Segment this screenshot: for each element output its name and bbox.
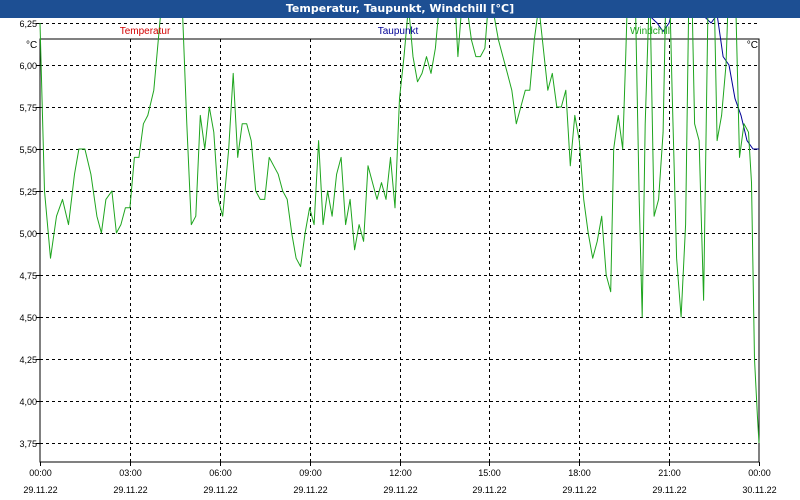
y-tick-label: 5,25: [19, 187, 37, 197]
x-tick-label-date: 29.11.22: [562, 485, 596, 495]
y-tick-label: 3,75: [19, 439, 37, 449]
y-axis-unit-label-right: °C: [747, 40, 758, 51]
x-tick-label-time: 09:00: [299, 468, 322, 478]
y-tick-label: 5,50: [19, 145, 37, 155]
y-tick-label: 4,75: [19, 271, 37, 281]
x-tick-label-date: 29.11.22: [652, 485, 686, 495]
x-tick-label-date: 29.11.22: [472, 485, 506, 495]
x-tick-label-date: 29.11.22: [113, 485, 147, 495]
x-tick-label-time: 21:00: [658, 468, 681, 478]
y-tick-label: 6,25: [19, 19, 37, 29]
x-tick-label-date: 30.11.22: [742, 485, 776, 495]
y-tick-label: 4,00: [19, 397, 37, 407]
x-tick-label-time: 15:00: [478, 468, 501, 478]
y-axis-unit-label: °C: [26, 40, 37, 51]
legend-temperatur: Temperatur: [120, 26, 171, 37]
x-tick-label-time: 00:00: [748, 468, 771, 478]
y-tick-label: 6,00: [19, 61, 37, 71]
legend-windchill: Windchill: [630, 26, 670, 37]
y-tick-label: 5,75: [19, 103, 37, 113]
x-tick-label-date: 29.11.22: [383, 485, 417, 495]
y-tick-label: 5,00: [19, 229, 37, 239]
series-line-windchill: [39, 18, 760, 444]
x-tick-label-time: 12:00: [389, 468, 412, 478]
legend-taupunkt: Taupunkt: [378, 26, 419, 37]
x-tick-label-date: 29.11.22: [293, 485, 327, 495]
chart-canvas: 3,75 4,00 4,25 4,50 4,75 5,00 5,25 5,50 5,75 6,00…: [19, 18, 777, 495]
x-tick-label-time: 18:00: [568, 468, 591, 478]
x-tick-label-date: 29.11.22: [203, 485, 237, 495]
x-tick-label-time: 06:00: [209, 468, 232, 478]
x-tick-label-time: 03:00: [119, 468, 142, 478]
y-tick-label: 4,25: [19, 355, 37, 365]
x-tick-label-date: 29.11.22: [23, 485, 57, 495]
x-tick-label-time: 00:00: [29, 468, 52, 478]
chart-title: Temperatur, Taupunkt, Windchill [°C]: [0, 0, 800, 18]
y-tick-label: 4,50: [19, 313, 37, 323]
